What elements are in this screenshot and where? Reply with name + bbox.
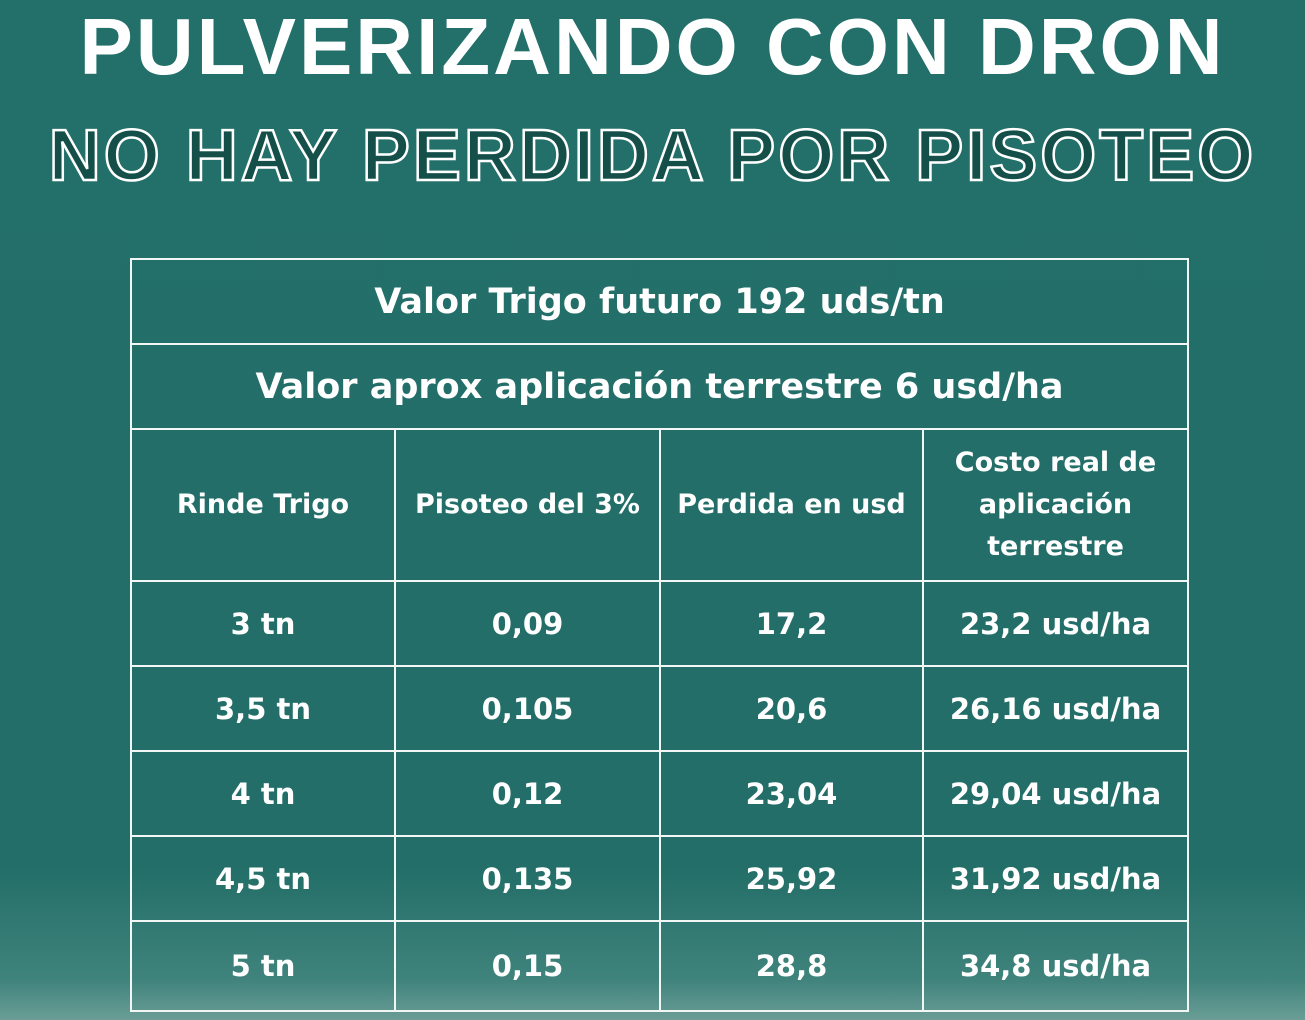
cell-trampling: 0,135 <box>394 835 661 922</box>
wheat-price-header: Valor Trigo futuro 192 uds/tn <box>130 258 1189 345</box>
cell-trampling: 0,09 <box>394 580 661 667</box>
column-headers: Rinde Trigo Pisoteo del 3% Perdida en us… <box>130 428 1189 582</box>
cell-trampling: 0,15 <box>394 920 661 1012</box>
cell-loss: 25,92 <box>659 835 924 922</box>
table-row: 3,5 tn 0,105 20,6 26,16 usd/ha <box>130 665 1189 752</box>
cell-trampling: 0,12 <box>394 750 661 837</box>
table-row: 5 tn 0,15 28,8 34,8 usd/ha <box>130 920 1189 1012</box>
cell-real-cost: 26,16 usd/ha <box>922 665 1189 752</box>
table-row: 4 tn 0,12 23,04 29,04 usd/ha <box>130 750 1189 837</box>
column-header-real-cost: Costo real de aplicación terrestre <box>922 428 1189 582</box>
cell-real-cost: 23,2 usd/ha <box>922 580 1189 667</box>
table-row: 4,5 tn 0,135 25,92 31,92 usd/ha <box>130 835 1189 922</box>
cell-loss: 28,8 <box>659 920 924 1012</box>
column-header-trampling: Pisoteo del 3% <box>394 428 661 582</box>
cell-loss: 20,6 <box>659 665 924 752</box>
cell-yield: 5 tn <box>130 920 396 1012</box>
cell-real-cost: 34,8 usd/ha <box>922 920 1189 1012</box>
cell-yield: 3 tn <box>130 580 396 667</box>
cell-yield: 3,5 tn <box>130 665 396 752</box>
cell-real-cost: 29,04 usd/ha <box>922 750 1189 837</box>
page-title: PULVERIZANDO CON DRON <box>79 2 1226 91</box>
cell-loss: 23,04 <box>659 750 924 837</box>
cost-table: Valor Trigo futuro 192 uds/tn Valor apro… <box>130 258 1189 1012</box>
column-header-loss: Perdida en usd <box>659 428 924 582</box>
cell-yield: 4,5 tn <box>130 835 396 922</box>
cell-yield: 4 tn <box>130 750 396 837</box>
table-row: 3 tn 0,09 17,2 23,2 usd/ha <box>130 580 1189 667</box>
cell-real-cost: 31,92 usd/ha <box>922 835 1189 922</box>
cell-loss: 17,2 <box>659 580 924 667</box>
page-subtitle: NO HAY PERDIDA POR PISOTEO <box>47 115 1257 198</box>
application-cost-header: Valor aprox aplicación terrestre 6 usd/h… <box>130 343 1189 430</box>
cell-trampling: 0,105 <box>394 665 661 752</box>
column-header-yield: Rinde Trigo <box>130 428 396 582</box>
